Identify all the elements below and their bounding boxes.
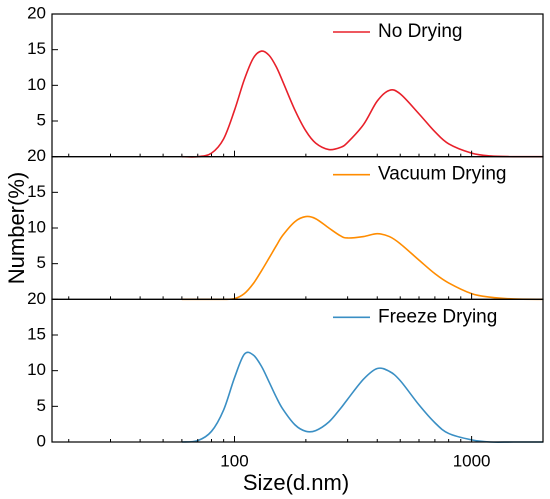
data-line	[181, 351, 543, 443]
x-tick-label: 1000	[453, 451, 491, 470]
legend-label: Vacuum Drying	[378, 164, 506, 185]
y-tick-label: 20	[27, 146, 46, 165]
y-tick-label: 15	[27, 324, 46, 343]
y-tick-label: 20	[27, 3, 46, 22]
data-line	[181, 215, 544, 301]
y-tick-label: 5	[37, 253, 46, 272]
y-axis-label: Number(%)	[4, 172, 29, 284]
y-tick-label: 10	[27, 360, 46, 379]
y-tick-label: 15	[27, 39, 46, 58]
y-tick-label: 5	[37, 110, 46, 129]
x-tick-label: 100	[220, 451, 248, 470]
data-line	[181, 50, 544, 158]
y-tick-label: 10	[27, 75, 46, 94]
y-tick-label: 0	[37, 431, 46, 450]
y-tick-label: 20	[27, 289, 46, 308]
y-tick-label: 5	[37, 396, 46, 415]
legend-label: Freeze Drying	[378, 306, 497, 327]
y-tick-label: 10	[27, 217, 46, 236]
y-tick-label: 15	[27, 182, 46, 201]
panel-frame	[51, 298, 544, 443]
panel-frame	[51, 13, 544, 158]
legend-label: No Drying	[378, 21, 462, 42]
x-axis-label: Size(d.nm)	[243, 470, 349, 495]
